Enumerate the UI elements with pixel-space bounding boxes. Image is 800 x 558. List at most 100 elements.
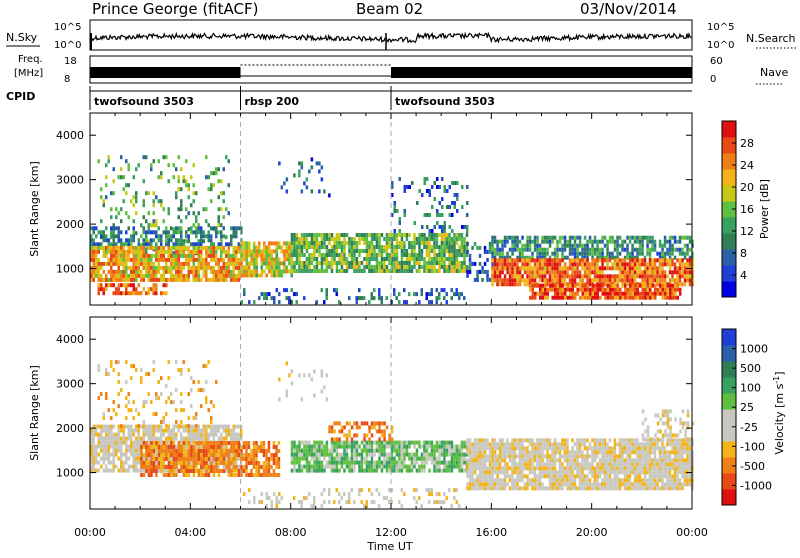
heatmap-cell	[554, 266, 557, 270]
heatmap-cell	[145, 461, 148, 465]
heatmap-cell	[551, 236, 554, 240]
heatmap-cell	[516, 274, 519, 278]
heatmap-cell	[130, 465, 133, 469]
heatmap-cell	[451, 269, 454, 273]
heatmap-cell	[641, 248, 644, 252]
heatmap-cell	[321, 449, 324, 453]
heatmap-cell	[358, 461, 361, 465]
heatmap-cell	[195, 433, 198, 437]
heatmap-cell	[135, 231, 138, 235]
heatmap-cell	[406, 257, 409, 261]
heatmap-cell	[180, 242, 183, 246]
heatmap-cell	[501, 252, 504, 256]
heatmap-cell	[576, 258, 579, 262]
heatmap-cell	[120, 469, 123, 473]
heatmap-cell	[263, 241, 266, 245]
power-colorbar-swatch	[722, 121, 736, 138]
heatmap-cell	[105, 246, 108, 250]
heatmap-cell	[105, 457, 108, 461]
heatmap-cell	[361, 296, 364, 300]
heatmap-cell	[346, 461, 349, 465]
heatmap-cell	[581, 266, 584, 270]
heatmap-cell	[554, 274, 557, 278]
heatmap-cell	[283, 265, 286, 269]
heatmap-cell	[368, 241, 371, 245]
heatmap-cell	[268, 269, 271, 273]
heatmap-cell	[436, 177, 439, 181]
heatmap-cell	[684, 282, 687, 286]
heatmap-cell	[631, 278, 634, 282]
heatmap-cell	[133, 266, 136, 270]
heatmap-cell	[200, 473, 203, 477]
heatmap-cell	[155, 396, 158, 400]
heatmap-cell	[461, 269, 464, 273]
heatmap-cell	[516, 270, 519, 274]
heatmap-cell	[133, 433, 136, 437]
heatmap-cell	[185, 473, 188, 477]
heatmap-cell	[210, 270, 213, 274]
heatmap-cell	[363, 437, 366, 441]
heatmap-cell	[441, 241, 444, 245]
heatmap-cell	[135, 270, 138, 274]
power-colorbar-tick-label: 28	[740, 137, 754, 150]
heatmap-cell	[554, 258, 557, 262]
heatmap-cell	[246, 253, 249, 257]
heatmap-cell	[371, 292, 374, 296]
heatmap-cell	[195, 441, 198, 445]
heatmap-cell	[243, 441, 246, 445]
heatmap-cell	[441, 249, 444, 253]
heatmap-cell	[180, 400, 183, 404]
heatmap-cell	[135, 408, 138, 412]
heatmap-cell	[95, 274, 98, 278]
heatmap-cell	[602, 288, 605, 292]
heatmap-cell	[348, 500, 351, 504]
heatmap-cell	[118, 404, 121, 408]
heatmap-cell	[328, 241, 331, 245]
heatmap-cell	[153, 223, 156, 227]
heatmap-cell	[276, 500, 279, 504]
heatmap-cell	[541, 248, 544, 252]
heatmap-cell	[456, 488, 459, 492]
heatmap-cell	[168, 234, 171, 238]
heatmap-cell	[98, 469, 101, 473]
heatmap-cell	[366, 265, 369, 269]
heatmap-cell	[128, 283, 131, 287]
heatmap-cell	[476, 446, 479, 450]
heatmap-cell	[233, 278, 236, 282]
heatmap-cell	[584, 292, 587, 296]
heatmap-cell	[301, 453, 304, 457]
heatmap-cell	[676, 278, 679, 282]
heatmap-cell	[198, 457, 201, 461]
heatmap-cell	[215, 262, 218, 266]
heatmap-cell	[646, 278, 649, 282]
heatmap-cell	[230, 469, 233, 473]
power-colorbar-swatch	[722, 137, 736, 154]
heatmap-cell	[466, 474, 469, 478]
heatmap-cell	[98, 364, 101, 368]
heatmap-cell	[551, 240, 554, 244]
heatmap-cell	[446, 269, 449, 273]
heatmap-cell	[421, 249, 424, 253]
heatmap-cell	[155, 449, 158, 453]
heatmap-cell	[556, 240, 559, 244]
heatmap-cell	[110, 207, 113, 211]
heatmap-cell	[105, 226, 108, 230]
heatmap-cell	[140, 270, 143, 274]
heatmap-cell	[140, 380, 143, 384]
heatmap-cell	[223, 258, 226, 262]
heatmap-cell	[614, 284, 617, 288]
heatmap-cell	[155, 254, 158, 258]
heatmap-cell	[403, 300, 406, 304]
heatmap-cell	[343, 425, 346, 429]
heatmap-cell	[388, 245, 391, 249]
heatmap-cell	[433, 457, 436, 461]
heatmap-cell	[669, 284, 672, 288]
heatmap-cell	[125, 274, 128, 278]
heatmap-cell	[594, 248, 597, 252]
heatmap-cell	[607, 292, 610, 296]
heatmap-cell	[103, 270, 106, 274]
heatmap-cell	[438, 292, 441, 296]
heatmap-cell	[689, 282, 692, 286]
heatmap-cell	[509, 258, 512, 262]
heatmap-cell	[539, 296, 542, 300]
